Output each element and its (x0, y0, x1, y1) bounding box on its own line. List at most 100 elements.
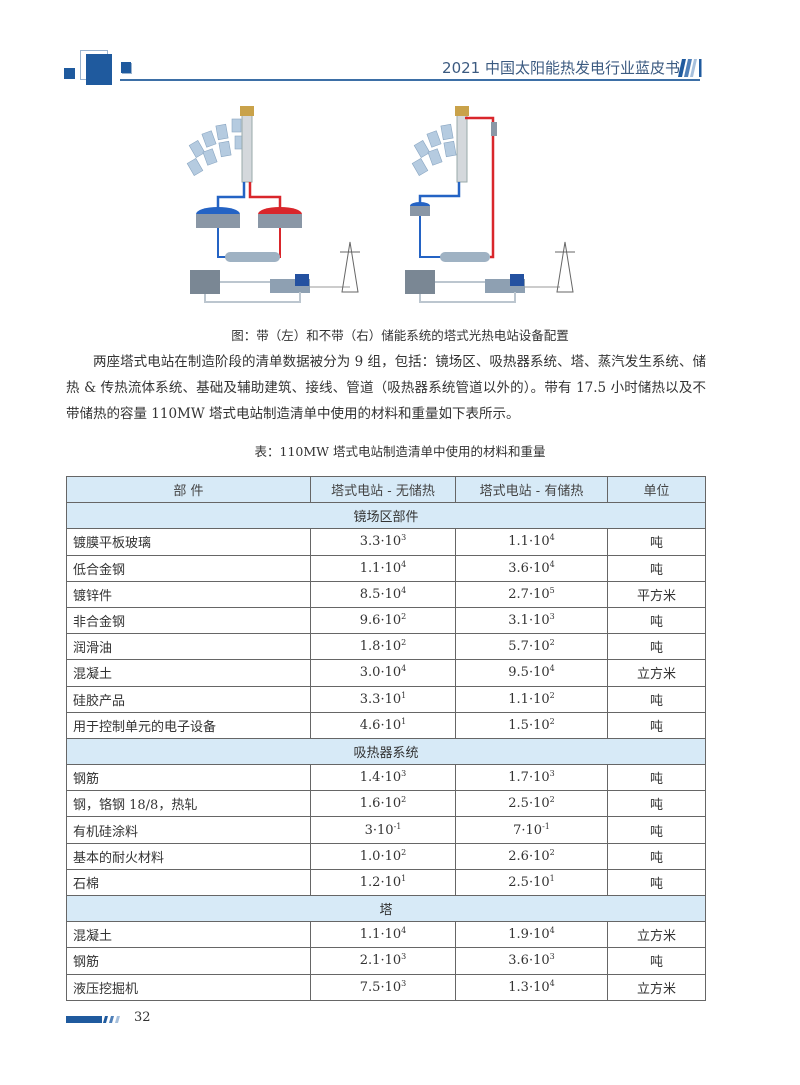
table-row: 钢，铬钢 18/8，热轧 1.6·102 2.5·102 吨 (66, 790, 706, 818)
no-storage-cell: 1.0·102 (310, 842, 456, 870)
component-cell: 基本的耐火材料 (66, 842, 311, 870)
with-storage-cell: 9.5·104 (455, 659, 608, 687)
mantissa: 2.7·10 (508, 586, 550, 602)
mantissa: 3.3·10 (359, 691, 402, 707)
mantissa: 1.9·10 (508, 927, 550, 943)
unit-cell: 吨 (607, 606, 706, 635)
table-header-row: 部 件 塔式电站 - 无储热 塔式电站 - 有储热 单位 (66, 475, 706, 504)
exponent: 1 (401, 873, 407, 883)
header-no-storage: 塔式电站 - 无储热 (310, 475, 456, 504)
component-cell: 非合金钢 (66, 606, 311, 635)
exponent: -1 (542, 821, 550, 831)
exponent: 4 (549, 664, 555, 674)
mantissa: 1.1·10 (508, 691, 550, 707)
exponent: 3 (401, 769, 407, 779)
mantissa: 1.6·10 (359, 796, 402, 812)
table-row: 钢筋 1.4·103 1.7·103 吨 (66, 764, 706, 792)
mantissa: 2.6·10 (508, 848, 550, 864)
unit-cell: 吨 (607, 554, 706, 582)
unit-cell: 吨 (607, 790, 706, 818)
exponent: 4 (401, 664, 407, 674)
header-component: 部 件 (66, 475, 311, 504)
section-title: 镜场区部件 (66, 502, 706, 530)
exponent: 4 (549, 978, 555, 988)
no-storage-cell: 8.5·104 (310, 580, 456, 608)
unit-cell: 立方米 (607, 921, 706, 949)
exponent: 3 (549, 612, 555, 622)
no-storage-cell: 1.4·103 (310, 764, 456, 792)
exponent: 5 (549, 585, 555, 595)
unit-cell: 立方米 (607, 659, 706, 687)
table-row: 有机硅涂料 3·10-1 7·10-1 吨 (66, 816, 706, 844)
no-storage-cell: 2.1·103 (310, 947, 456, 975)
figure-caption: 图：带（左）和不带（右）储能系统的塔式光热电站设备配置 (231, 328, 569, 343)
no-storage-cell: 1.1·104 (310, 921, 456, 949)
no-storage-cell: 1.8·102 (310, 633, 456, 661)
table-row: 镀膜平板玻璃 3.3·103 1.1·104 吨 (66, 528, 706, 556)
component-cell: 钢筋 (66, 947, 311, 975)
exponent: 4 (549, 926, 555, 936)
materials-table: 部 件 塔式电站 - 无储热 塔式电站 - 有储热 单位 镜场区部件 镀膜平板玻璃… (66, 475, 706, 1001)
with-storage-cell: 1.1·104 (455, 528, 608, 556)
table-row: 非合金钢 9.6·102 3.1·103 吨 (66, 606, 706, 635)
mantissa: 1.0·10 (359, 848, 402, 864)
mantissa: 4.6·10 (359, 717, 402, 733)
component-cell: 液压挖掘机 (66, 973, 311, 1001)
mantissa: 1.1·10 (359, 560, 402, 576)
exponent: 2 (549, 716, 555, 726)
exponent: 4 (401, 926, 407, 936)
exponent: 3 (401, 952, 407, 962)
plant-with-storage (186, 106, 360, 303)
section-row: 吸热器系统 (66, 737, 706, 766)
table-row: 混凝土 1.1·104 1.9·104 立方米 (66, 921, 706, 949)
unit-cell: 吨 (607, 764, 706, 792)
unit-cell: 吨 (607, 816, 706, 844)
table-row: 液压挖掘机 7.5·103 1.3·104 立方米 (66, 973, 706, 1001)
table-row: 混凝土 3.0·104 9.5·104 立方米 (66, 659, 706, 687)
mantissa: 1.7·10 (508, 770, 550, 786)
mantissa: 8.5·10 (359, 586, 402, 602)
no-storage-cell: 3.3·101 (310, 685, 456, 713)
mantissa: 3.6·10 (508, 953, 550, 969)
with-storage-cell: 1.9·104 (455, 921, 608, 949)
mantissa: 2.5·10 (508, 796, 550, 812)
unit-cell: 吨 (607, 711, 706, 739)
mantissa: 1.5·10 (508, 717, 550, 733)
no-storage-cell: 1.2·101 (310, 868, 456, 897)
section-row: 塔 (66, 894, 706, 923)
plant-without-storage (405, 106, 575, 303)
footer-bar-decoration (66, 1016, 120, 1023)
mantissa: 1.1·10 (508, 534, 550, 550)
exponent: -1 (393, 821, 402, 831)
exponent: 2 (549, 847, 555, 857)
unit-cell: 吨 (607, 685, 706, 713)
table-row: 基本的耐火材料 1.0·102 2.6·102 吨 (66, 842, 706, 870)
no-storage-cell: 9.6·102 (310, 606, 456, 635)
table-row: 润滑油 1.8·102 5.7·102 吨 (66, 633, 706, 661)
unit-cell: 吨 (607, 947, 706, 975)
no-storage-cell: 1.6·102 (310, 790, 456, 818)
with-storage-cell: 2.5·101 (455, 868, 608, 897)
header-slashes-decoration (678, 59, 702, 77)
section-title: 塔 (66, 894, 706, 923)
component-cell: 钢，铬钢 18/8，热轧 (66, 790, 311, 818)
component-cell: 钢筋 (66, 764, 311, 792)
component-cell: 低合金钢 (66, 554, 311, 582)
mantissa: 7.5·10 (359, 979, 402, 995)
table-row: 硅胶产品 3.3·101 1.1·102 吨 (66, 685, 706, 713)
page-number: 32 (134, 1010, 151, 1025)
exponent: 3 (401, 533, 407, 543)
body-paragraph: 两座塔式电站在制造阶段的清单数据被分为 9 组，包括：镜场区、吸热器系统、塔、蒸… (66, 354, 706, 422)
with-storage-cell: 1.7·103 (455, 764, 608, 792)
table-caption: 表：110MW 塔式电站制造清单中使用的材料和重量 (254, 444, 546, 459)
mantissa: 3.6·10 (508, 560, 550, 576)
mantissa: 2.1·10 (359, 953, 402, 969)
with-storage-cell: 2.5·102 (455, 790, 608, 818)
exponent: 1 (401, 690, 407, 700)
exponent: 2 (549, 795, 555, 805)
mantissa: 2.5·10 (508, 874, 550, 890)
with-storage-cell: 5.7·102 (455, 633, 608, 661)
mantissa: 1.3·10 (508, 979, 550, 995)
component-cell: 用于控制单元的电子设备 (66, 711, 311, 739)
table-row: 石棉 1.2·101 2.5·101 吨 (66, 868, 706, 897)
